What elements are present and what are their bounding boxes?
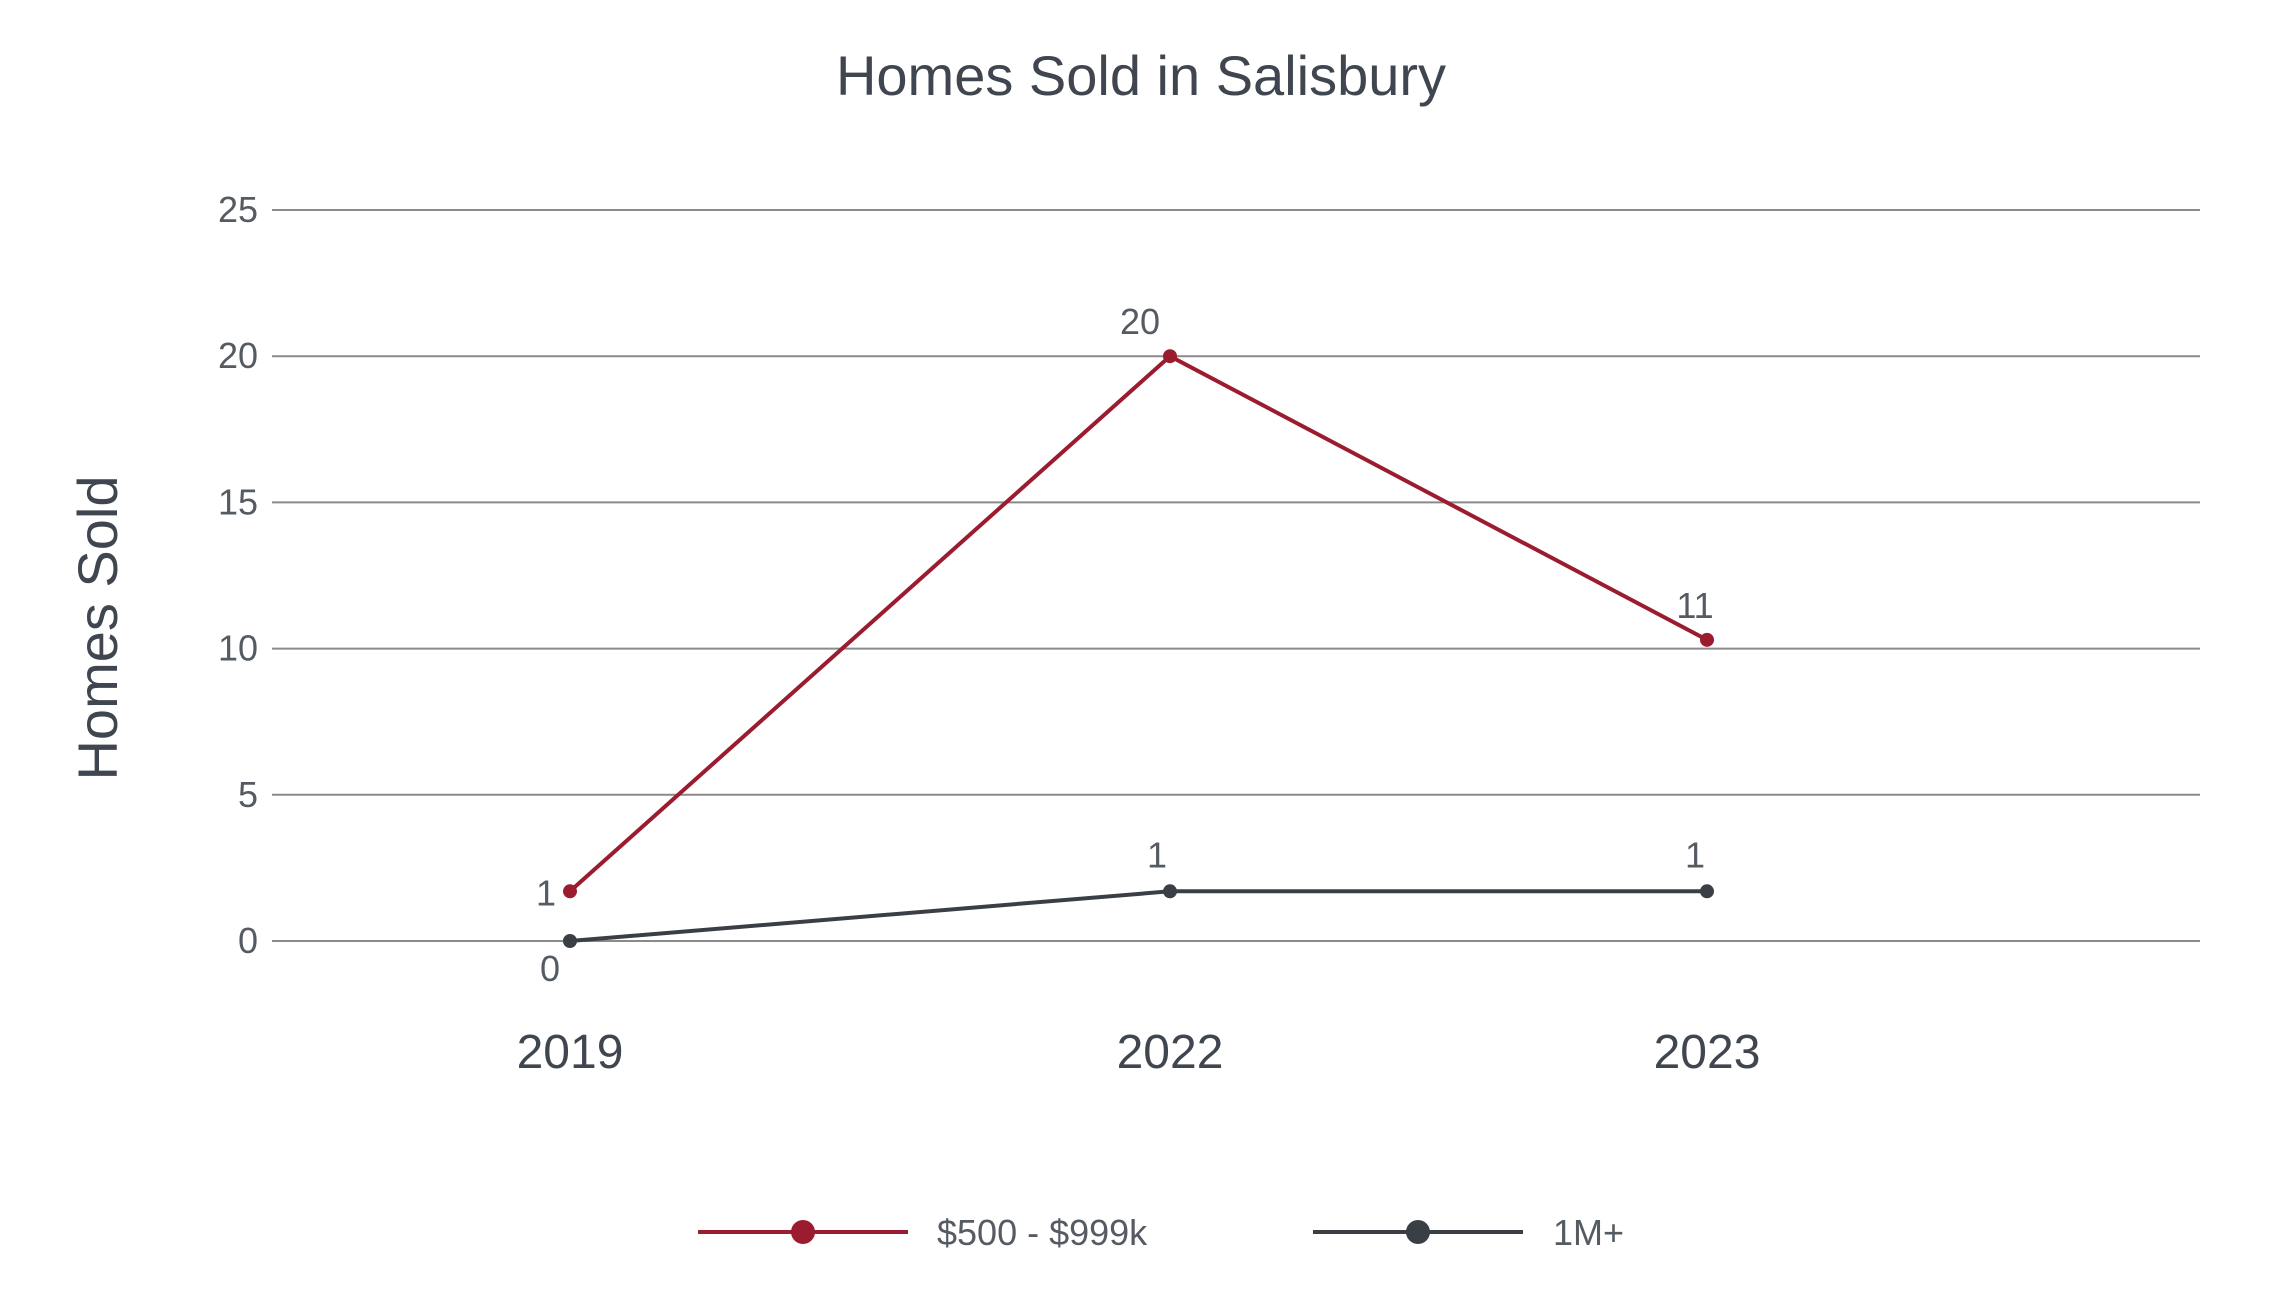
legend: $500 - $999k 1M+ <box>698 1212 1624 1253</box>
x-axis-ticks: 2019 2022 2023 <box>517 1026 1761 1079</box>
y-axis-ticks: 0 5 10 15 20 25 <box>218 189 258 961</box>
x-tick-label: 2023 <box>1654 1026 1761 1079</box>
data-label: 11 <box>1676 585 1713 626</box>
legend-label: $500 - $999k <box>937 1212 1148 1253</box>
legend-marker <box>791 1220 815 1244</box>
y-axis-label: Homes Sold <box>66 475 129 780</box>
legend-label: 1M+ <box>1553 1212 1624 1253</box>
data-point <box>1700 632 1714 647</box>
gridlines <box>272 209 2200 942</box>
data-point <box>1700 884 1714 899</box>
data-point <box>1163 884 1177 899</box>
series-line <box>568 353 1708 893</box>
chart-title: Homes Sold in Salisbury <box>836 44 1446 107</box>
data-label: 1 <box>1147 834 1167 875</box>
data-label: 0 <box>540 948 560 989</box>
y-tick-label: 10 <box>218 628 258 669</box>
y-tick-label: 25 <box>218 189 258 230</box>
data-label: 20 <box>1120 301 1160 342</box>
data-point <box>1163 349 1177 364</box>
y-tick-label: 0 <box>238 920 258 961</box>
y-tick-label: 20 <box>218 335 258 376</box>
series-line <box>569 889 1707 943</box>
data-label: 1 <box>536 872 556 913</box>
data-point <box>563 884 577 899</box>
series-1: 0 1 1 <box>540 834 1714 989</box>
y-tick-label: 15 <box>218 481 258 522</box>
y-tick-label: 5 <box>238 774 258 815</box>
legend-item: 1M+ <box>1313 1212 1624 1253</box>
legend-item: $500 - $999k <box>698 1212 1148 1253</box>
x-tick-label: 2022 <box>1117 1026 1224 1079</box>
legend-marker <box>1406 1220 1430 1244</box>
x-tick-label: 2019 <box>517 1026 624 1079</box>
data-point <box>563 934 577 948</box>
data-label: 1 <box>1685 834 1705 875</box>
